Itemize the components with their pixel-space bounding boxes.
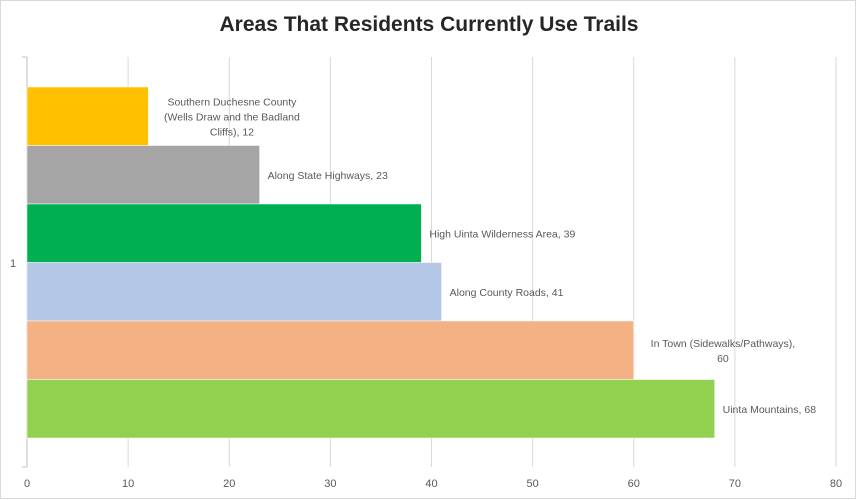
category-label: 1 (10, 258, 16, 270)
x-tick-label: 70 (729, 478, 741, 490)
data-label-line: (Wells Draw and the Badland (164, 111, 300, 123)
x-tick-label: 40 (425, 478, 437, 490)
bar (26, 262, 442, 322)
x-tick-label: 0 (24, 478, 30, 490)
data-label-line: Along County Roads, 41 (450, 287, 564, 299)
x-tick-label: 10 (122, 478, 134, 490)
data-label-line: Along State Highways, 23 (268, 170, 388, 182)
bar (26, 86, 149, 146)
chart-title: Areas That Residents Currently Use Trail… (219, 13, 639, 36)
bar (26, 203, 422, 263)
data-label: Southern Duchesne County (Wells Draw and … (164, 96, 300, 138)
data-label: Along County Roads, 41 (450, 287, 564, 299)
x-tick-label: 50 (527, 478, 539, 490)
data-label-line: High Uinta Wilderness Area, 39 (429, 228, 575, 240)
x-tick-label: 60 (628, 478, 640, 490)
data-label-line: In Town (Sidewalks/Pathways), (651, 338, 796, 350)
data-label: Along State Highways, 23 (268, 170, 388, 182)
data-label-line: Southern Duchesne County (167, 96, 297, 108)
x-tick-label: 20 (223, 478, 235, 490)
data-label-line: Cliffs), 12 (210, 126, 254, 138)
data-label: Uinta Mountains, 68 (723, 404, 817, 416)
bar (26, 379, 715, 439)
data-label-line: Uinta Mountains, 68 (723, 404, 817, 416)
data-label: In Town (Sidewalks/Pathways), 60 (651, 338, 796, 365)
data-label: High Uinta Wilderness Area, 39 (429, 228, 575, 240)
bar (26, 320, 634, 380)
bar (26, 145, 260, 205)
data-label-line: 60 (717, 353, 729, 365)
x-tick-label: 80 (830, 478, 842, 490)
x-tick-label: 30 (324, 478, 336, 490)
